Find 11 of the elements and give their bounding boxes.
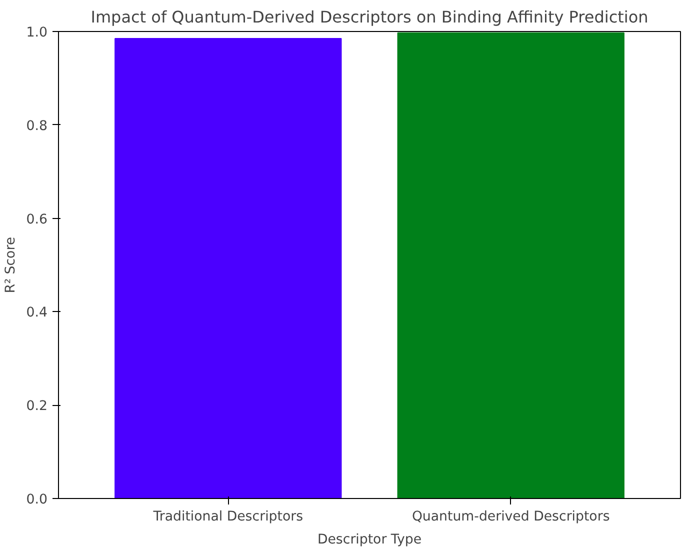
- y-axis-title: R² Score: [3, 236, 18, 294]
- x-tick-label: Traditional Descriptors: [152, 510, 304, 524]
- y-tick-label: 0.2: [26, 399, 48, 414]
- x-axis-title: Descriptor Type: [317, 532, 422, 548]
- x-tick-label: Quantum-derived Descriptors: [412, 510, 610, 524]
- y-tick-label: 0.6: [26, 212, 48, 228]
- y-tick-label: 0.0: [26, 492, 48, 508]
- y-tick-label: 1.0: [26, 26, 48, 40]
- y-tick-label: 0.8: [26, 118, 48, 134]
- y-tick-label: 0.4: [26, 306, 48, 321]
- chart-title: Impact of Quantum-Derived Descriptors on Binding Affinity Prediction: [90, 8, 648, 26]
